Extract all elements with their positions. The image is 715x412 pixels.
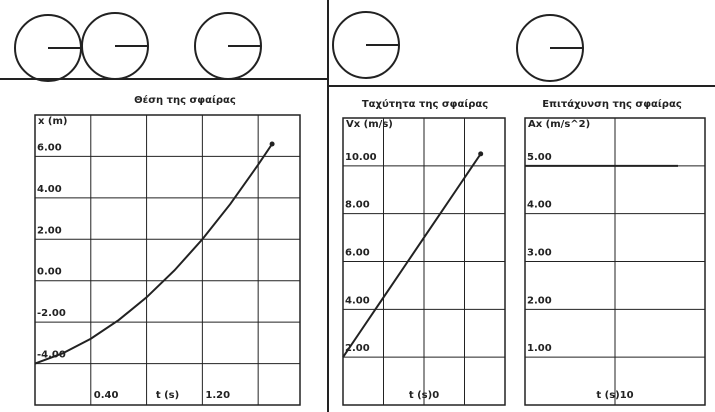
y-tick-label: 8.00 [345,200,370,211]
y-tick-label: -2.00 [37,308,66,319]
data-line [35,144,272,364]
end-point [478,151,483,156]
y-tick-label: 3.00 [527,248,552,259]
y-axis-label: Ax (m/s^2) [528,119,590,130]
y-tick-label: 2.00 [527,295,552,306]
chart-title: Επιτάχυνση της σφαίρας [542,98,682,110]
chart-title: Ταχύτητα της σφαίρας [362,98,488,110]
x-tick-label: 0.40 [94,390,119,401]
y-tick-label: 4.00 [345,295,370,306]
x-tick-label: 1.20 [205,390,230,401]
y-tick-label: 4.00 [527,200,552,211]
y-tick-label: -4.00 [37,350,66,361]
y-tick-label: 4.00 [37,184,62,195]
plot-frame [35,115,300,405]
simulation-screen: Θέση της σφαίρας -4.00 -2.00 0.00 2.00 4.00 6.… [0,0,715,412]
y-tick-label: 2.00 [37,225,62,236]
chart-title: Θέση της σφαίρας [134,94,236,106]
y-tick-label: 1.00 [527,343,552,354]
y-tick-label: 10.00 [345,152,377,163]
y-tick-label: 0.00 [37,267,62,278]
y-axis-label: x (m) [38,116,68,127]
x-axis-label: t (s)10 [596,390,633,401]
x-axis-label: t (s) [156,390,179,401]
y-tick-label: 6.00 [37,142,62,153]
balls [15,12,583,81]
y-tick-label: 6.00 [345,248,370,259]
x-axis-label: t (s)0 [409,390,439,401]
end-point [270,142,275,147]
y-tick-label: 5.00 [527,152,552,163]
y-axis-label: Vx (m/s) [346,119,393,130]
